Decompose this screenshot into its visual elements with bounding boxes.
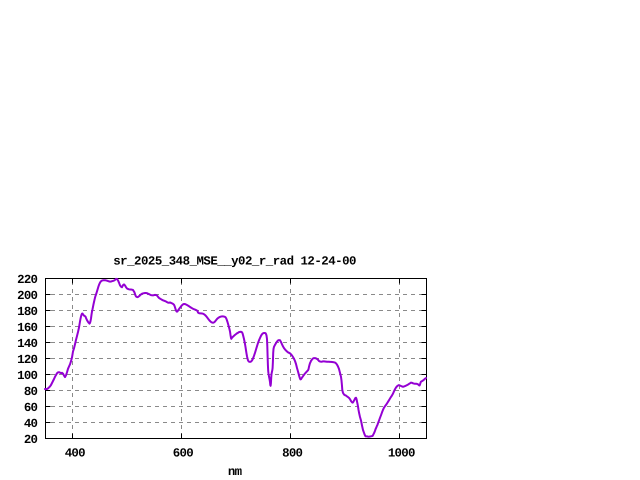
svg-text:800: 800	[282, 447, 302, 461]
svg-text:400: 400	[65, 447, 85, 461]
svg-text:200: 200	[17, 289, 37, 303]
svg-text:140: 140	[17, 337, 37, 351]
svg-text:100: 100	[17, 369, 37, 383]
svg-text:180: 180	[17, 305, 37, 319]
svg-text:600: 600	[173, 447, 193, 461]
svg-text:220: 220	[17, 273, 37, 287]
svg-text:40: 40	[24, 417, 38, 431]
svg-text:80: 80	[24, 385, 38, 399]
svg-text:sr_2025_348_MSE__y02_r_rad 12-: sr_2025_348_MSE__y02_r_rad 12-24-00	[113, 255, 356, 269]
svg-text:20: 20	[24, 433, 38, 447]
svg-text:160: 160	[17, 321, 37, 335]
svg-text:1000: 1000	[388, 447, 415, 461]
svg-text:nm: nm	[228, 465, 242, 479]
svg-text:120: 120	[17, 353, 37, 367]
svg-text:60: 60	[24, 401, 38, 415]
